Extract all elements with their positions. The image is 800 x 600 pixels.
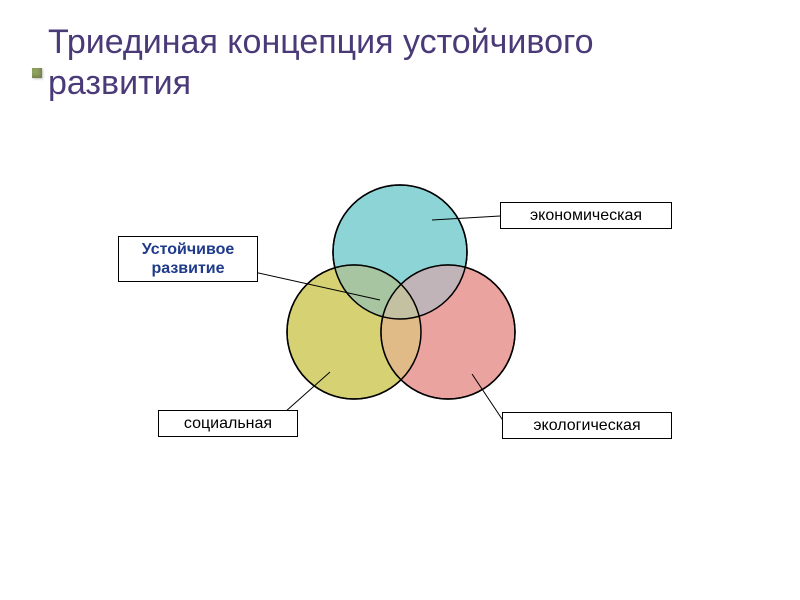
slide: Триединая концепция устойчивого развития [0,0,800,600]
label-social: социальная [158,410,298,437]
label-economic: экономическая [500,202,672,229]
venn-diagram [0,0,800,600]
label-sustainable-dev: Устойчивое развитие [118,236,258,282]
label-ecological: экологическая [502,412,672,439]
